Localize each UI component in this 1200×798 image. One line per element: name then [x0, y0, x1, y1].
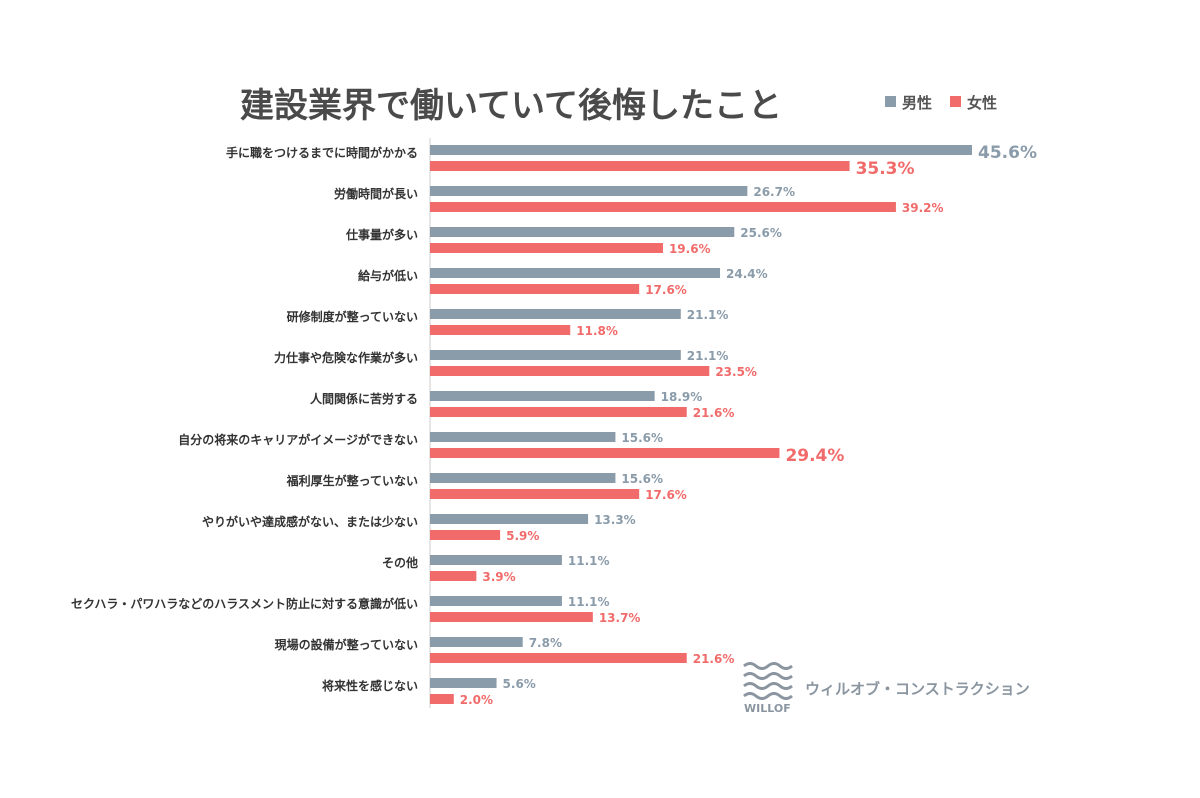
category-label: 手に職をつけるまでに時間がかかる — [226, 145, 418, 160]
wave-icon — [743, 662, 793, 670]
value-label-female: 29.4% — [785, 446, 844, 466]
category-label: その他 — [382, 555, 418, 570]
value-label-male: 11.1% — [568, 595, 610, 609]
category-label: 労働時間が長い — [334, 186, 418, 201]
value-label-female: 21.6% — [693, 406, 735, 420]
legend-label-male: 男性 — [902, 94, 932, 112]
value-label-female: 13.7% — [599, 611, 641, 625]
value-label-female: 35.3% — [856, 159, 915, 179]
value-label-male: 24.4% — [726, 267, 768, 281]
value-label-male: 15.6% — [621, 431, 663, 445]
brand-logo: WILLOF ウィルオブ・コンストラクション — [743, 662, 1030, 715]
bar-male — [430, 678, 497, 688]
bar-female — [430, 325, 571, 335]
brand-logo-text: WILLOF — [744, 702, 791, 715]
value-label-female: 17.6% — [645, 488, 687, 502]
value-label-male: 15.6% — [621, 472, 663, 486]
category-label: 力仕事や危険な作業が多い — [274, 350, 418, 365]
category-label: やりがいや達成感がない、または少ない — [202, 514, 418, 529]
bar-female — [430, 653, 687, 663]
category-label: 給与が低い — [358, 268, 418, 283]
bar-female — [430, 243, 663, 253]
bar-male — [430, 432, 616, 442]
bar-male — [430, 514, 589, 524]
value-label-female: 11.8% — [576, 324, 618, 338]
bar-male — [430, 186, 748, 196]
category-label: 人間関係に苦労する — [310, 391, 418, 406]
legend-swatch-male — [885, 96, 896, 107]
legend-label-female: 女性 — [967, 94, 997, 112]
bar-female — [430, 530, 501, 540]
bar-male — [430, 309, 681, 319]
bars — [430, 145, 972, 704]
wave-icon — [743, 682, 793, 690]
value-label-female: 5.9% — [506, 529, 539, 543]
category-label: セクハラ・パワハラなどのハラスメント防止に対する意識が低い — [71, 596, 418, 611]
bar-female — [430, 161, 850, 171]
bar-male — [430, 227, 735, 237]
value-label-female: 2.0% — [460, 693, 493, 707]
wave-icon — [743, 692, 793, 700]
category-label: 福利厚生が整っていない — [286, 473, 418, 488]
bar-male — [430, 391, 655, 401]
bar-female — [430, 366, 710, 376]
category-label: 研修制度が整っていない — [287, 309, 418, 324]
value-label-female: 3.9% — [482, 570, 515, 584]
value-label-male: 7.8% — [529, 636, 562, 650]
category-labels: 手に職をつけるまでに時間がかかる労働時間が長い仕事量が多い給与が低い研修制度が整… — [71, 145, 418, 693]
value-label-female: 19.6% — [669, 242, 711, 256]
category-label: 将来性を感じない — [322, 678, 418, 693]
category-label: 仕事量が多い — [345, 227, 418, 242]
bar-male — [430, 350, 681, 360]
category-label: 現場の設備が整っていない — [275, 637, 418, 652]
wave-icon — [743, 672, 793, 680]
value-label-female: 39.2% — [902, 201, 944, 215]
bar-female — [430, 448, 780, 458]
value-labels: 45.6% 35.3% 26.7% 39.2% 25.6% 19.6% 24.4% 17.6%… — [460, 143, 1037, 707]
bar-male — [430, 473, 616, 483]
bar-male — [430, 596, 562, 606]
value-label-male: 11.1% — [568, 554, 610, 568]
chart-title: 建設業界で働いていて後悔したこと — [240, 86, 782, 126]
value-label-male: 5.6% — [503, 677, 536, 691]
value-label-female: 23.5% — [715, 365, 757, 379]
legend: 男性 女性 — [885, 94, 997, 112]
brand-name: ウィルオブ・コンストラクション — [805, 680, 1030, 698]
value-label-male: 25.6% — [740, 226, 782, 240]
bar-female — [430, 489, 640, 499]
bar-female — [430, 202, 896, 212]
legend-swatch-female — [950, 96, 961, 107]
bar-male — [430, 555, 562, 565]
value-label-male: 26.7% — [753, 185, 795, 199]
bar-male — [430, 637, 523, 647]
value-label-male: 45.6% — [978, 143, 1037, 163]
value-label-male: 13.3% — [594, 513, 636, 527]
category-label: 自分の将来のキャリアがイメージができない — [178, 432, 418, 447]
bar-female — [430, 694, 454, 704]
bar-male — [430, 268, 721, 278]
value-label-male: 18.9% — [661, 390, 703, 404]
bar-male — [430, 145, 972, 155]
bar-female — [430, 407, 687, 417]
value-label-male: 21.1% — [687, 308, 729, 322]
bar-female — [430, 571, 477, 581]
value-label-female: 21.6% — [693, 652, 735, 666]
value-label-male: 21.1% — [687, 349, 729, 363]
bar-female — [430, 612, 593, 622]
bar-female — [430, 284, 640, 294]
value-label-female: 17.6% — [645, 283, 687, 297]
